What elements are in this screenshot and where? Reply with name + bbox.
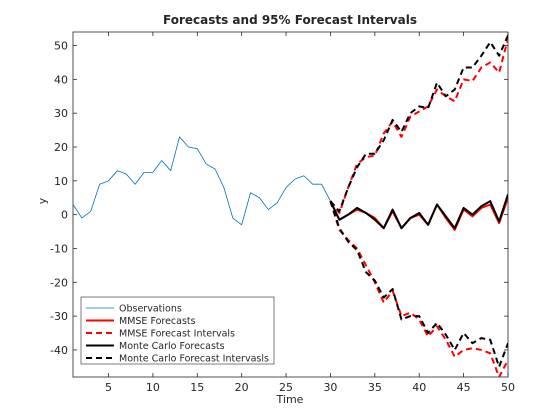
y-tick-label: -30 (50, 310, 68, 323)
x-tick-label: 20 (235, 381, 249, 394)
mmse-forecast-intervals-upper-line (329, 38, 508, 214)
mmse-forecasts-legend-label: MMSE Forecasts (119, 316, 196, 327)
x-tick-label: 10 (146, 381, 160, 394)
y-tick-label: 30 (54, 107, 68, 120)
series-layer (73, 34, 508, 377)
monte-carlo-forecast-intervasls-legend-label: Monte Carlo Forecast Intervasls (119, 354, 269, 365)
y-axis-title: y (36, 197, 49, 204)
observations-line (73, 136, 331, 226)
x-tick-label: 40 (412, 381, 426, 394)
x-tick-label: 50 (501, 381, 515, 394)
observations-legend-label: Observations (119, 304, 182, 315)
x-axis-title: Time (276, 393, 304, 406)
y-tick-label: 20 (54, 141, 68, 154)
chart-title: Forecasts and 95% Forecast Intervals (163, 13, 417, 27)
x-tick-label: 15 (190, 381, 204, 394)
y-tick-label: 50 (54, 40, 68, 53)
monte-carlo-forecast-intervasls-lower-line (329, 200, 508, 368)
y-tick-label: -20 (50, 276, 68, 289)
ticks-layer: 5 10 15 20 25 30 35 40 45 50 -40 -30 -20 -10 0 10 20 30 40… (50, 32, 515, 394)
x-tick-label: 5 (105, 381, 112, 394)
mmse-forecast-intervals-lower-line (329, 200, 508, 377)
mmse-forecast-intervals-legend-label: MMSE Forecast Intervals (119, 329, 235, 340)
x-tick-label: 30 (323, 381, 337, 394)
y-tick-label: -40 (50, 344, 68, 357)
monte-carlo-forecasts-line (329, 194, 508, 230)
monte-carlo-forecast-intervasls-upper-line (329, 34, 508, 213)
y-tick-label: 0 (61, 209, 68, 222)
x-tick-label: 25 (279, 381, 293, 394)
x-tick-label: 35 (368, 381, 382, 394)
x-tick-label: 45 (457, 381, 471, 394)
y-tick-label: -10 (50, 242, 68, 255)
y-tick-label: 10 (54, 175, 68, 188)
y-tick-label: 40 (54, 73, 68, 86)
monte-carlo-forecasts-legend-label: Monte Carlo Forecasts (119, 341, 225, 352)
